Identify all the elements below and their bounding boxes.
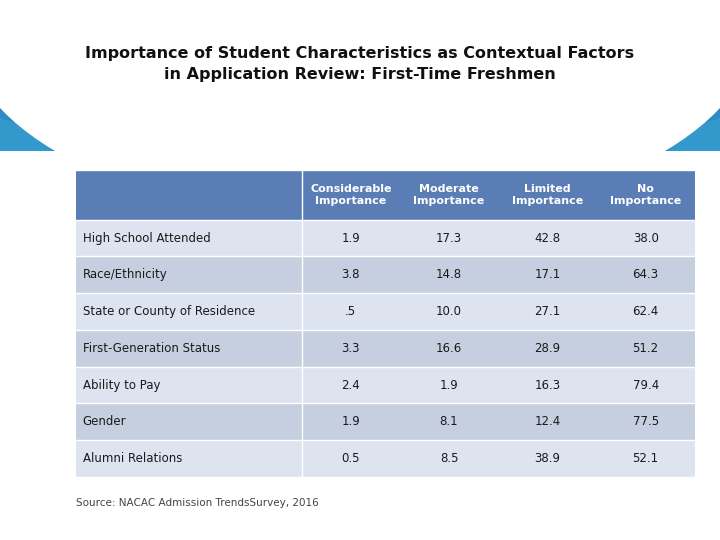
Text: 14.8: 14.8 <box>436 268 462 281</box>
Text: 2.4: 2.4 <box>341 379 360 392</box>
Text: Alumni Relations: Alumni Relations <box>83 452 182 465</box>
Text: 0.5: 0.5 <box>341 452 360 465</box>
Text: 16.6: 16.6 <box>436 342 462 355</box>
Text: 52.1: 52.1 <box>633 452 659 465</box>
Text: 1.9: 1.9 <box>440 379 459 392</box>
Text: 17.3: 17.3 <box>436 232 462 245</box>
Text: Ability to Pay: Ability to Pay <box>83 379 161 392</box>
Text: 17.1: 17.1 <box>534 268 560 281</box>
Ellipse shape <box>0 0 720 167</box>
Bar <box>76 220 695 256</box>
Bar <box>76 170 695 220</box>
Text: State or County of Residence: State or County of Residence <box>83 305 255 318</box>
Bar <box>76 403 695 440</box>
Text: 16.3: 16.3 <box>534 379 560 392</box>
Text: 38.0: 38.0 <box>633 232 659 245</box>
Text: 3.3: 3.3 <box>341 342 360 355</box>
Text: 3.8: 3.8 <box>341 268 360 281</box>
Bar <box>76 293 695 330</box>
Text: 10.0: 10.0 <box>436 305 462 318</box>
Text: No
Importance: No Importance <box>610 184 681 206</box>
Text: Limited
Importance: Limited Importance <box>512 184 583 206</box>
Text: 77.5: 77.5 <box>633 415 659 428</box>
Text: Considerable
Importance: Considerable Importance <box>310 184 392 206</box>
Text: 79.4: 79.4 <box>633 379 659 392</box>
Text: 1.9: 1.9 <box>341 415 360 428</box>
Text: 42.8: 42.8 <box>534 232 560 245</box>
Text: Race/Ethnicity: Race/Ethnicity <box>83 268 168 281</box>
Text: Gender: Gender <box>83 415 127 428</box>
Text: Importance of Student Characteristics as Contextual Factors
in Application Revie: Importance of Student Characteristics as… <box>86 46 634 82</box>
Text: 1.9: 1.9 <box>341 232 360 245</box>
Text: 8.5: 8.5 <box>440 452 459 465</box>
Text: 12.4: 12.4 <box>534 415 560 428</box>
Text: 62.4: 62.4 <box>633 305 659 318</box>
Text: Source: NACAC Admission TrendsSurvey, 2016: Source: NACAC Admission TrendsSurvey, 20… <box>76 497 318 508</box>
Text: 27.1: 27.1 <box>534 305 560 318</box>
Bar <box>76 367 695 403</box>
Bar <box>76 330 695 367</box>
Ellipse shape <box>0 0 720 221</box>
Text: 64.3: 64.3 <box>633 268 659 281</box>
Text: .5: .5 <box>345 305 356 318</box>
Text: 8.1: 8.1 <box>440 415 459 428</box>
Bar <box>76 440 695 477</box>
Ellipse shape <box>0 0 720 124</box>
Text: First-Generation Status: First-Generation Status <box>83 342 220 355</box>
Bar <box>0 151 720 540</box>
Text: 38.9: 38.9 <box>534 452 560 465</box>
Text: 51.2: 51.2 <box>633 342 659 355</box>
Text: Moderate
Importance: Moderate Importance <box>413 184 485 206</box>
Bar <box>76 256 695 293</box>
Text: 28.9: 28.9 <box>534 342 560 355</box>
Text: High School Attended: High School Attended <box>83 232 210 245</box>
